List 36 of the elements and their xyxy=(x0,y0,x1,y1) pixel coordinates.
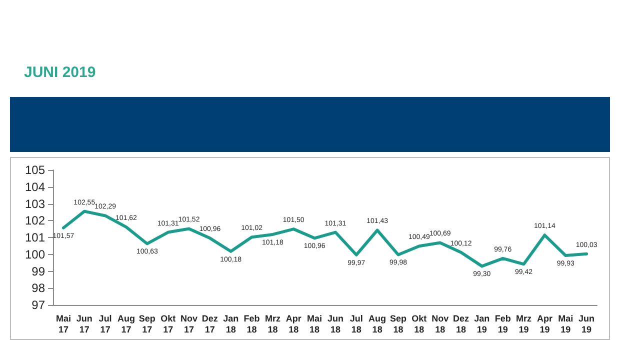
y-tick-label: 99 xyxy=(32,264,46,278)
x-tick-label: Apr 18 xyxy=(286,314,302,334)
chart-title: JUNI 2019 xyxy=(24,64,96,81)
x-tick-label: Jan 19 xyxy=(474,314,490,334)
x-tick-label: Jul 17 xyxy=(98,314,112,334)
x-tick-label: Jun 19 xyxy=(578,314,595,334)
y-tick-label: 100 xyxy=(24,247,46,262)
y-tick-label: 105 xyxy=(24,163,46,177)
x-tick-label: Sep 18 xyxy=(390,314,407,334)
x-tick-label: Aug 17 xyxy=(117,314,135,334)
x-tick-label: Mai 18 xyxy=(307,314,322,334)
y-tick-label: 102 xyxy=(24,214,46,228)
x-tick-label: Okt 18 xyxy=(412,314,427,334)
x-tick-label: Aug 18 xyxy=(368,314,386,334)
x-tick-label: Mrz 18 xyxy=(264,314,281,334)
x-tick-label: Feb 18 xyxy=(244,314,260,334)
x-tick-label: Mai 17 xyxy=(56,314,71,334)
x-tick-label: Jan 18 xyxy=(223,314,239,334)
x-tick-label: Jun 18 xyxy=(327,314,344,334)
y-tick-label: 103 xyxy=(24,196,46,211)
x-tick-label: Mrz 19 xyxy=(516,314,532,334)
y-tick-label: 98 xyxy=(32,281,46,296)
x-tick-label: Okt 17 xyxy=(160,314,176,334)
x-tick-label: Nov 17 xyxy=(180,314,198,334)
x-tick-label: Mai 19 xyxy=(558,314,574,334)
y-tick-label: 104 xyxy=(24,180,46,194)
x-tick-label: Jun 17 xyxy=(76,314,92,334)
x-tick-label: Feb 19 xyxy=(494,314,512,334)
x-tick-label: Jul 18 xyxy=(350,314,363,334)
x-tick-label: Apr 19 xyxy=(536,314,553,334)
x-tick-label: Sep 17 xyxy=(138,314,156,334)
y-tick-label: 97 xyxy=(32,298,46,312)
x-tick-label: Dez 18 xyxy=(452,314,470,334)
x-tick-label: Nov 18 xyxy=(432,314,449,334)
y-tick-label: 101 xyxy=(24,230,46,244)
x-tick-label: Dez 17 xyxy=(202,314,218,334)
